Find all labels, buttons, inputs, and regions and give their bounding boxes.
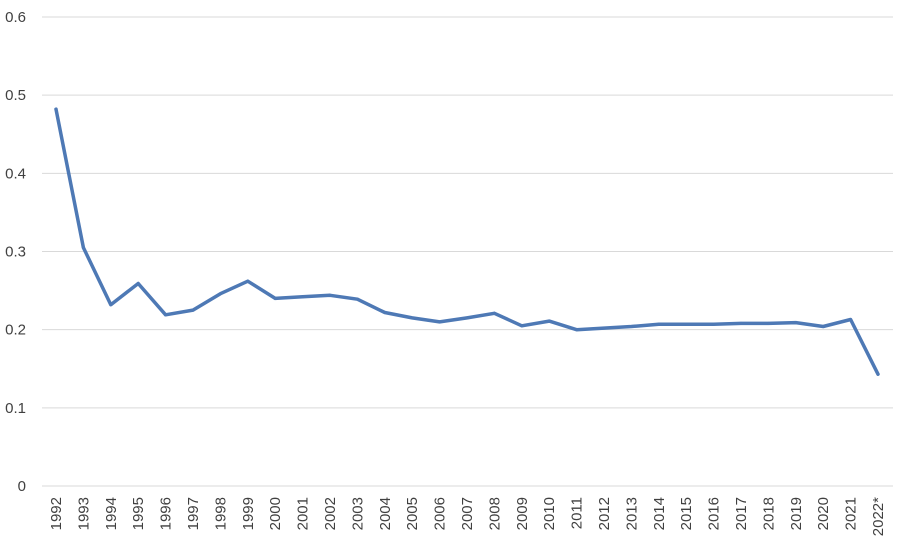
data-point [629,325,633,329]
x-tick-label: 2018 [760,497,777,530]
x-tick-label: 2008 [486,497,503,530]
x-tick-label: 2021 [843,497,860,530]
data-point [218,292,222,296]
series-layer [54,107,880,376]
data-point [602,326,606,330]
x-tick-label: 1996 [158,497,175,530]
x-tick-label: 2002 [322,497,339,530]
y-tick-label: 0.2 [5,322,26,339]
data-point [849,318,853,322]
x-tick-label: 2014 [651,497,668,530]
y-tick-label: 0.4 [5,165,26,182]
x-tick-label: 2011 [569,497,586,529]
x-tick-label: 2010 [541,497,558,530]
x-tick-label: 2019 [788,497,805,530]
y-tick-label: 0 [18,478,26,495]
x-tick-label: 2009 [514,497,531,530]
data-point [821,325,825,329]
data-point [328,293,332,297]
x-tick-label: 2006 [432,497,449,530]
x-tick-label: 2000 [267,497,284,530]
x-tick-label: 1993 [75,497,92,530]
x-tick-label: 2017 [733,497,750,530]
y-tick-label: 0.6 [5,9,26,26]
data-point [766,321,770,325]
y-tick-label: 0.1 [5,400,26,417]
data-point [410,316,414,320]
data-point [164,313,168,317]
x-tick-label: 2007 [459,497,476,530]
x-tick-label: 2001 [295,497,312,530]
data-point [301,295,305,299]
data-point [191,308,195,312]
data-point [575,328,579,332]
data-point [81,246,85,250]
data-point [684,322,688,326]
data-point [136,282,140,286]
x-tick-label: 2016 [706,497,723,530]
data-point [109,303,113,307]
data-point [273,296,277,300]
x-tick-label: 2005 [404,497,421,530]
x-tick-label: 1992 [48,497,65,530]
data-point [739,321,743,325]
data-point [465,316,469,320]
x-tick-label: 1995 [130,497,147,530]
data-point [54,107,58,111]
x-tick-label: 2012 [596,497,613,530]
x-tick-label: 2020 [815,497,832,530]
x-tick-label: 2013 [623,497,640,530]
y-tick-label: 0.3 [5,244,26,261]
series-line [54,107,880,376]
data-point [657,322,661,326]
data-point [547,319,551,323]
data-point [355,297,359,301]
data-point [438,320,442,324]
x-tick-label: 2004 [377,497,394,530]
data-point [492,311,496,315]
data-point [794,321,798,325]
x-tick-label: 2003 [349,497,366,530]
x-tick-label: 2015 [678,497,695,530]
y-tick-label: 0.5 [5,87,26,104]
x-tick-label: 1999 [240,497,257,530]
x-tick-label: 1997 [185,497,202,530]
x-tick-label: 1998 [212,497,229,530]
data-point [383,310,387,314]
data-point [520,324,524,328]
y-axis: 0 0.1 0.2 0.3 0.4 0.5 0.6 [5,9,26,495]
x-axis: 1992 1993 1994 1995 1996 1997 1998 1999 2000 2001… [48,497,887,536]
gridlines [42,16,893,487]
x-tick-label: 1994 [103,497,120,530]
data-point [246,279,250,283]
data-point [712,322,716,326]
x-tick-label: 2022* [870,497,887,536]
data-point [876,372,880,376]
